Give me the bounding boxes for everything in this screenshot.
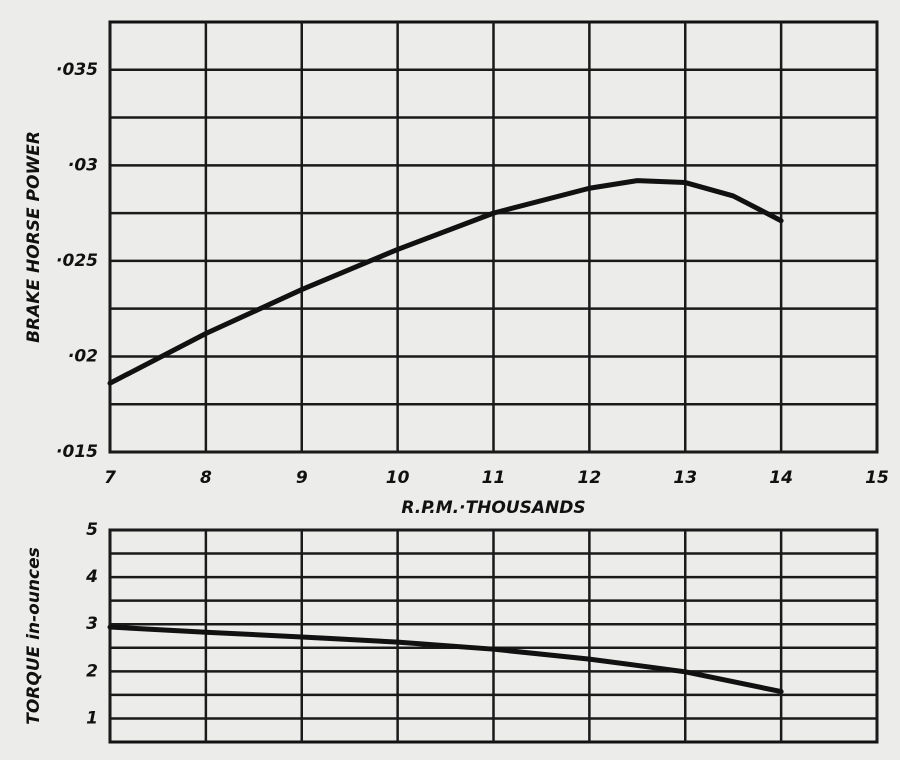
x-tick-label: 9 [296,468,308,488]
y-axis-title: TORQUE in-ounces [24,547,44,725]
y-tick-label: 5 [86,520,98,540]
x-axis-title: R.P.M.·THOUSANDS [401,498,585,518]
x-tick-label: 14 [769,468,793,488]
x-tick-label: 10 [386,468,410,488]
y-tick-label: 2 [86,661,98,681]
x-tick-label: 12 [578,468,602,488]
y-tick-label: 1 [86,708,98,728]
y-tick-label: ·015 [56,442,98,462]
x-tick-label: 13 [673,468,697,488]
x-tick-label: 8 [200,468,212,488]
y-tick-label: ·025 [56,251,98,271]
data-line [107,624,784,695]
y-tick-label: ·035 [56,60,98,80]
x-tick-label: 15 [865,468,889,488]
y-axis-title: BRAKE HORSE POWER [24,131,44,343]
x-tick-label: 11 [482,468,506,488]
y-tick-label: ·03 [68,155,98,175]
y-tick-label: 3 [86,614,98,634]
x-tick-label: 7 [104,468,116,488]
y-tick-label: 4 [85,567,98,587]
y-tick-label: ·02 [68,346,98,366]
data-line [107,178,784,386]
